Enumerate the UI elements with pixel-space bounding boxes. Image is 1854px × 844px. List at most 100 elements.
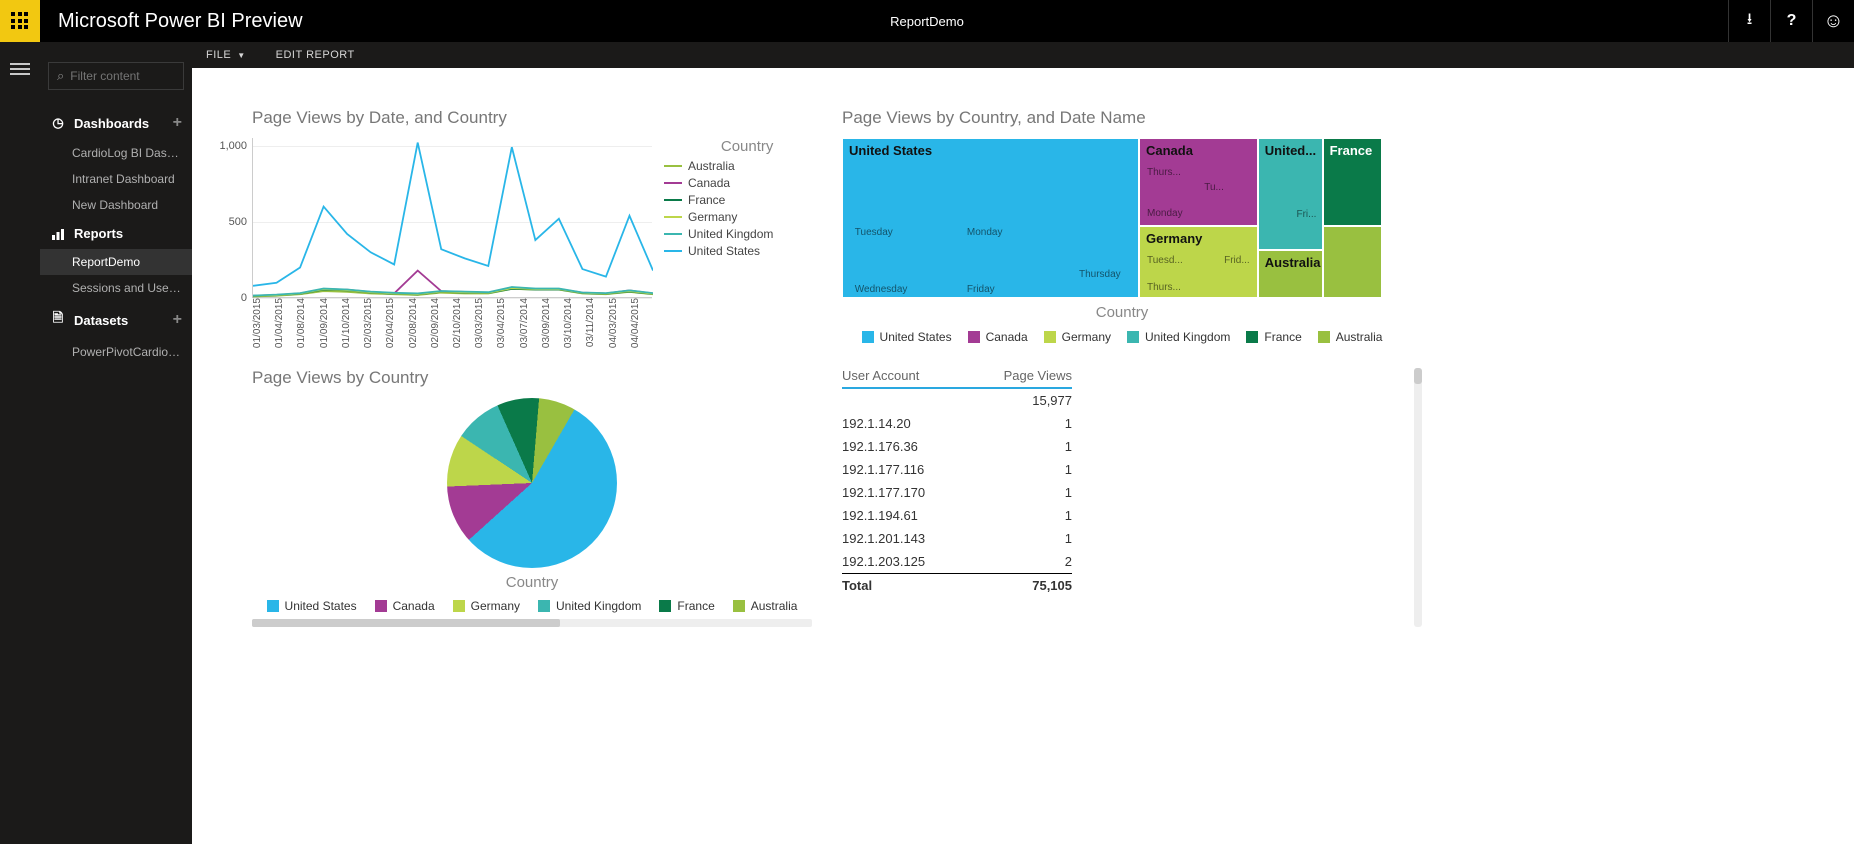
sidebar-item[interactable]: New Dashboard [40,192,192,218]
legend-item[interactable]: United States [862,330,952,344]
x-tick-label: 02/09/2014 [430,298,452,348]
x-tick-label: 01/09/2014 [319,298,341,348]
nav-section-label: Datasets [74,313,128,328]
x-tick-label: 01/03/2015 [252,298,274,348]
x-tick-label: 04/04/2015 [630,298,652,348]
x-tick-label: 03/03/2015 [474,298,496,348]
table-row[interactable]: 192.1.14.201 [842,412,1072,435]
search-box[interactable]: ⌕ [48,62,184,90]
total-value: 75,105 [1032,578,1072,593]
sidebar: ⌕ ◷ Dashboards + CardioLog BI DashboardI… [40,42,192,844]
nav-section-datasets[interactable]: 🗎 Datasets + [40,301,192,339]
search-icon: ⌕ [57,68,64,84]
x-tick-label: 03/10/2014 [563,298,585,348]
legend-item[interactable]: France [664,193,773,207]
table-header: User Account Page Views [842,368,1072,389]
left-rail [0,42,40,844]
legend-item[interactable]: United Kingdom [664,227,773,241]
treemap-axis-label: Country [842,304,1402,321]
legend-title: Country [664,138,773,155]
line-plot-area: 05001,000 [252,138,652,298]
x-tick-label: 02/04/2015 [385,298,407,348]
line-chart[interactable]: Page Views by Date, and Country 05001,00… [252,108,812,348]
x-tick-label: 03/11/2014 [585,298,607,348]
legend-item[interactable]: United States [664,244,773,258]
legend-item[interactable]: Canada [375,599,435,613]
treemap-chart[interactable]: Page Views by Country, and Date Name Uni… [842,108,1402,348]
treemap-legend: United States Canada Germany United Kingdom… [842,327,1402,347]
topbar: Microsoft Power BI Preview ReportDemo ⭳ … [0,0,1854,42]
table-row: 15,977 [842,389,1072,412]
sidebar-item[interactable]: Sessions and User Conne... [40,275,192,301]
y-tick-label: 500 [229,216,253,228]
legend-item[interactable]: Germany [664,210,773,224]
sidebar-item[interactable]: PowerPivotCardioLogBI [40,339,192,365]
help-button[interactable]: ? [1770,0,1812,42]
line-x-axis: 01/03/201501/04/201501/08/201401/09/2014… [252,298,652,348]
add-dataset-button[interactable]: + [173,311,182,329]
dashboard-icon: ◷ [50,115,66,131]
smile-icon: ☺ [1823,10,1843,33]
sidebar-item[interactable]: ReportDemo [40,249,192,275]
edit-report-button[interactable]: EDIT REPORT [276,49,355,61]
legend-item[interactable]: Australia [1318,330,1383,344]
sidebar-item[interactable]: Intranet Dashboard [40,166,192,192]
search-input[interactable] [70,69,175,83]
report-name: ReportDemo [890,14,964,29]
legend-item[interactable]: Germany [453,599,520,613]
legend-item[interactable]: Canada [664,176,773,190]
pie-chart[interactable]: Page Views by Country Country United Sta… [252,368,812,627]
waffle-icon [11,12,29,30]
nav-section-dashboards[interactable]: ◷ Dashboards + [40,106,192,140]
download-icon: ⭳ [1747,8,1753,35]
data-table[interactable]: User Account Page Views 15,977 192.1.14.… [842,368,1402,627]
x-tick-label: 01/04/2015 [274,298,296,348]
table-row[interactable]: 192.1.194.611 [842,504,1072,527]
nav-section-label: Dashboards [74,116,149,131]
first-value: 15,977 [1012,393,1072,408]
legend-item[interactable]: United States [267,599,357,613]
legend-item[interactable]: United Kingdom [538,599,641,613]
nav-toggle-button[interactable] [10,60,30,78]
table-row[interactable]: 192.1.176.361 [842,435,1072,458]
col-views: Page Views [1004,368,1072,383]
download-button[interactable]: ⭳ [1728,0,1770,42]
v-scrollbar[interactable] [1414,368,1422,627]
table-row[interactable]: 192.1.201.1431 [842,527,1072,550]
h-scrollbar[interactable] [252,619,812,627]
legend-item[interactable]: Australia [664,159,773,173]
nav-section-label: Reports [74,226,123,241]
chevron-down-icon: ▼ [237,51,245,60]
nav-section-reports[interactable]: Reports [40,218,192,249]
x-tick-label: 03/04/2015 [496,298,518,348]
legend-item[interactable]: France [1246,330,1301,344]
x-tick-label: 01/08/2014 [296,298,318,348]
feedback-button[interactable]: ☺ [1812,0,1854,42]
file-label: FILE [206,49,231,61]
add-dashboard-button[interactable]: + [173,114,182,132]
reports-icon [50,227,66,241]
x-tick-label: 04/03/2015 [608,298,630,348]
x-tick-label: 01/10/2014 [341,298,363,348]
table-row[interactable]: 192.1.203.1252 [842,550,1072,573]
file-menu[interactable]: FILE ▼ [206,49,246,61]
chart-title: Page Views by Date, and Country [252,108,812,128]
edit-label: EDIT REPORT [276,49,355,61]
pie-area [447,398,617,568]
help-icon: ? [1787,12,1797,30]
y-tick-label: 1,000 [219,140,253,152]
chart-title: Page Views by Country [252,368,812,388]
table-row[interactable]: 192.1.177.1701 [842,481,1072,504]
legend-item[interactable]: Australia [733,599,798,613]
app-launcher-button[interactable] [0,0,40,42]
legend-item[interactable]: Canada [968,330,1028,344]
sidebar-item[interactable]: CardioLog BI Dashboard [40,140,192,166]
legend-item[interactable]: France [659,599,714,613]
main: FILE ▼ EDIT REPORT Page Views by Date, a… [192,42,1854,844]
x-tick-label: 03/07/2014 [519,298,541,348]
x-tick-label: 02/03/2015 [363,298,385,348]
table-row[interactable]: 192.1.177.1161 [842,458,1072,481]
legend-item[interactable]: United Kingdom [1127,330,1230,344]
x-tick-label: 03/09/2014 [541,298,563,348]
legend-item[interactable]: Germany [1044,330,1111,344]
